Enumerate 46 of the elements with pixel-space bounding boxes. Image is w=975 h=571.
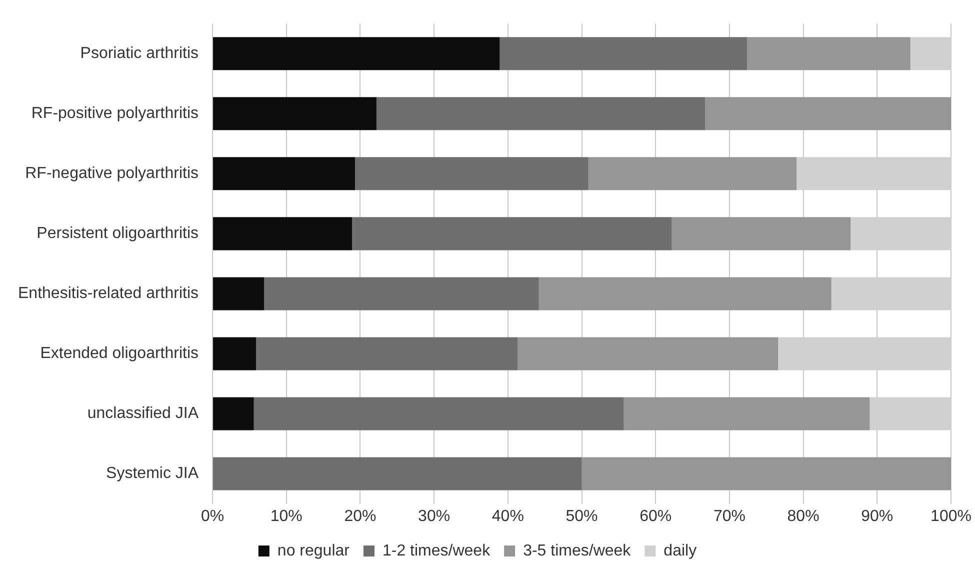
x-tick-label: 40%	[492, 508, 524, 525]
bar	[213, 97, 376, 130]
bar	[582, 457, 951, 490]
x-tick-label: 50%	[566, 508, 598, 525]
y-tick-label: Psoriatic arthritis	[80, 45, 199, 62]
bar	[213, 217, 352, 250]
y-tick-label: RF-positive polyarthritis	[31, 105, 199, 122]
x-tick-label: 100%	[930, 508, 972, 525]
x-tick-label: 70%	[713, 508, 746, 525]
bar	[256, 337, 518, 370]
y-tick-label: unclassified JIA	[87, 405, 199, 422]
y-tick-label: Enthesitis-related arthritis	[18, 285, 199, 302]
bar	[254, 397, 624, 430]
legend-label: daily	[664, 542, 697, 560]
legend-label: no regular	[277, 542, 350, 560]
x-tick-label: 80%	[787, 508, 820, 525]
x-tick-label: 30%	[418, 508, 450, 525]
y-tick-label: Persistent oligoarthritis	[36, 225, 199, 242]
legend-label: 3-5 times/week	[523, 542, 632, 560]
bar	[705, 97, 951, 130]
x-tick-label: 60%	[640, 508, 672, 525]
bar	[213, 397, 254, 430]
x-tick-label: 20%	[344, 508, 376, 525]
y-tick-label: RF-negative polyarthritis	[25, 165, 199, 182]
bar	[355, 157, 588, 190]
legend-label: 1-2 times/week	[382, 542, 492, 560]
bar	[624, 397, 870, 430]
bar	[264, 277, 539, 310]
bar	[538, 277, 832, 310]
bar	[747, 37, 910, 70]
bar	[213, 337, 256, 370]
bar	[352, 217, 672, 250]
x-tick-label: 90%	[861, 508, 894, 525]
y-tick-label: Extended oligoarthritis	[40, 345, 199, 362]
bar	[518, 337, 778, 370]
bar	[588, 157, 797, 190]
bar	[376, 97, 706, 130]
bar	[213, 37, 500, 70]
bar	[213, 277, 264, 310]
x-tick-label: 10%	[270, 508, 302, 525]
bar	[672, 217, 851, 250]
y-tick-label: Systemic JIA	[106, 465, 199, 482]
bar	[500, 37, 748, 70]
bar	[213, 157, 356, 190]
x-tick-label: 0%	[200, 508, 224, 525]
bar	[213, 457, 582, 490]
